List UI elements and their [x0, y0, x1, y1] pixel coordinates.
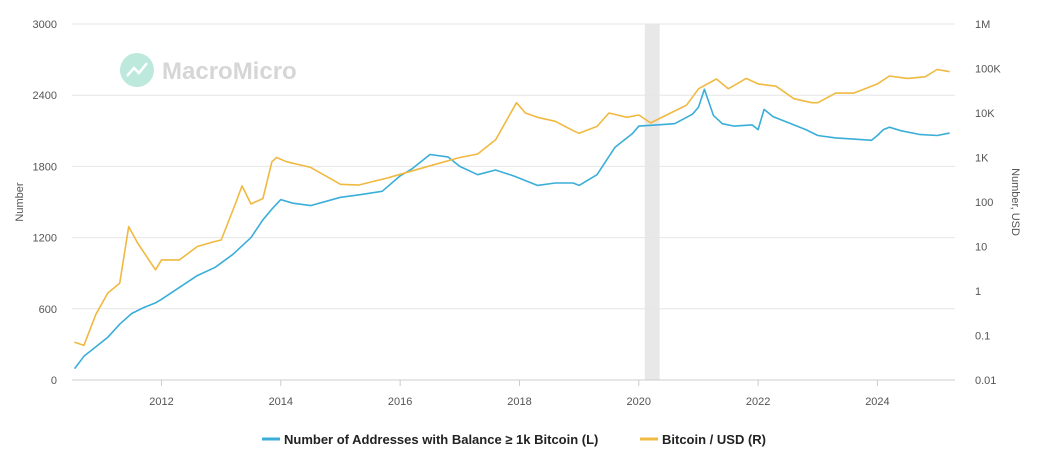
y-right-axis-title: Number, USD — [1009, 168, 1021, 236]
y-left-tick-label-1: 600 — [39, 304, 57, 316]
axes: 2012 2014 2016 2018 2020 2022 2024 0 600 1200 1800… — [33, 19, 1002, 408]
y-right-tick-label-6: 10K — [975, 108, 995, 120]
y-left-tick-label-5: 3000 — [33, 19, 57, 31]
legend: Number of Addresses with Balance ≥ 1k Bi… — [262, 432, 766, 447]
legend-item-addresses[interactable]: Number of Addresses with Balance ≥ 1k Bi… — [262, 432, 598, 447]
y-left-tick-label-4: 2400 — [33, 90, 57, 102]
shaded-region — [644, 24, 660, 380]
watermark-text: MacroMicro — [162, 58, 297, 85]
series-line-addresses — [74, 88, 950, 369]
y-right-tick-label-7: 100K — [975, 64, 1001, 76]
y-left-tick-label-0: 0 — [51, 375, 57, 387]
watermark: MacroMicro — [120, 53, 297, 87]
x-tick-label-6: 2024 — [865, 396, 889, 408]
x-tick-label-4: 2020 — [627, 396, 651, 408]
y-left-tick-label-3: 1800 — [33, 161, 57, 173]
x-tick-label-3: 2018 — [507, 396, 531, 408]
y-right-tick-label-0: 0.01 — [975, 375, 996, 387]
y-right-tick-label-5: 1K — [975, 153, 989, 165]
x-tick-label-2: 2016 — [388, 396, 412, 408]
y-right-tick-label-1: 0.1 — [975, 331, 990, 343]
legend-item-bitcoin-usd[interactable]: Bitcoin / USD (R) — [640, 432, 766, 447]
x-tick-label-0: 2012 — [149, 396, 173, 408]
gridlines — [72, 23, 955, 310]
series-line-bitcoin-usd — [74, 68, 950, 347]
y-right-tick-label-4: 100 — [975, 197, 993, 209]
y-right-tick-label-8: 1M — [975, 19, 990, 31]
series-layer — [74, 68, 950, 369]
y-left-tick-label-2: 1200 — [33, 233, 57, 245]
shaded-region-layer — [644, 24, 660, 380]
watermark-logo-trend-icon — [126, 62, 148, 77]
x-tick-label-1: 2014 — [269, 396, 293, 408]
legend-label-addresses: Number of Addresses with Balance ≥ 1k Bi… — [284, 432, 598, 447]
y-right-tick-label-2: 1 — [975, 286, 981, 298]
x-tick-label-5: 2022 — [746, 396, 770, 408]
y-right-tick-label-3: 10 — [975, 242, 987, 254]
y-left-axis-title: Number — [14, 182, 26, 221]
legend-label-bitcoin-usd: Bitcoin / USD (R) — [662, 432, 766, 447]
